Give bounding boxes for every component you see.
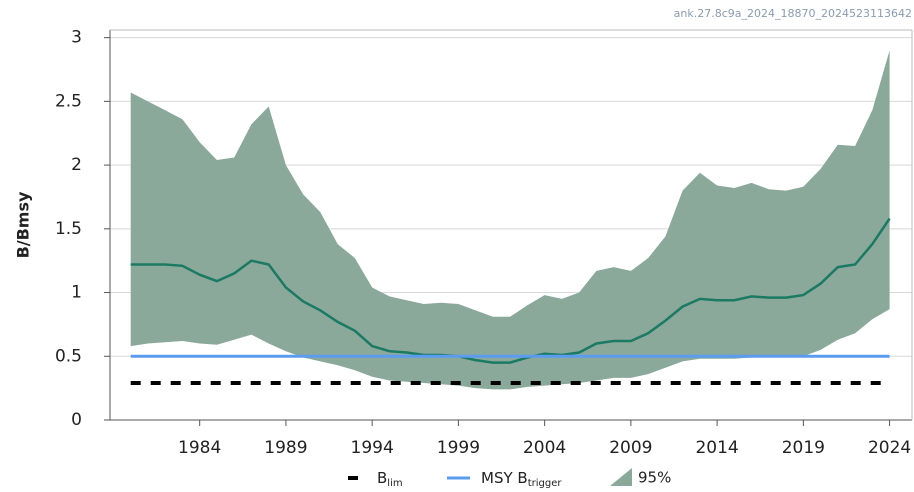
x-tick-label: 1984: [178, 438, 221, 458]
legend-label: MSY Btrigger: [481, 469, 562, 490]
legend-label-sub: trigger: [528, 478, 563, 489]
confidence-band: [130, 50, 890, 390]
x-tick-label: 1989: [264, 438, 307, 458]
y-tick-label: 0: [71, 410, 82, 430]
legend-label-main: B: [377, 469, 387, 487]
median-line: [130, 217, 891, 364]
x-tick-label: 2009: [609, 438, 652, 458]
x-tick-label: 2019: [782, 438, 825, 458]
legend-label: Blim: [377, 469, 403, 490]
x-tick-label: 2014: [695, 438, 738, 458]
x-tick-label: 1994: [351, 438, 394, 458]
y-tick-label: 2.5: [55, 91, 82, 111]
x-tick-label: 1999: [437, 438, 480, 458]
y-tick-label: 1: [71, 283, 82, 303]
x-tick-label: 2024: [868, 438, 911, 458]
y-tick-label: 1.5: [55, 219, 82, 239]
y-tick-label: 3: [71, 28, 82, 48]
y-tick-label: 0.5: [55, 346, 82, 366]
x-tick-label: 2004: [523, 438, 566, 458]
y-axis-label: B/Bmsy: [14, 191, 33, 258]
legend-label-main: MSY B: [481, 469, 528, 487]
legend-label-sub: lim: [387, 478, 402, 489]
legend-label: 95%: [638, 469, 671, 487]
y-tick-label: 2: [71, 155, 82, 175]
watermark: ank.27.8c9a_2024_18870_2024523113642: [674, 7, 912, 20]
legend-swatch: [610, 468, 632, 486]
